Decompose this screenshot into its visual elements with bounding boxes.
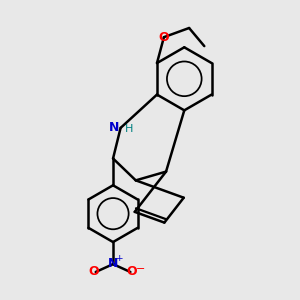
Text: H: H [124,124,133,134]
Text: +: + [115,254,122,263]
Text: N: N [109,122,119,134]
Text: O: O [89,266,99,278]
Text: O: O [127,266,137,278]
Text: O: O [159,31,169,44]
Text: −: − [136,264,145,274]
Text: N: N [108,257,118,270]
